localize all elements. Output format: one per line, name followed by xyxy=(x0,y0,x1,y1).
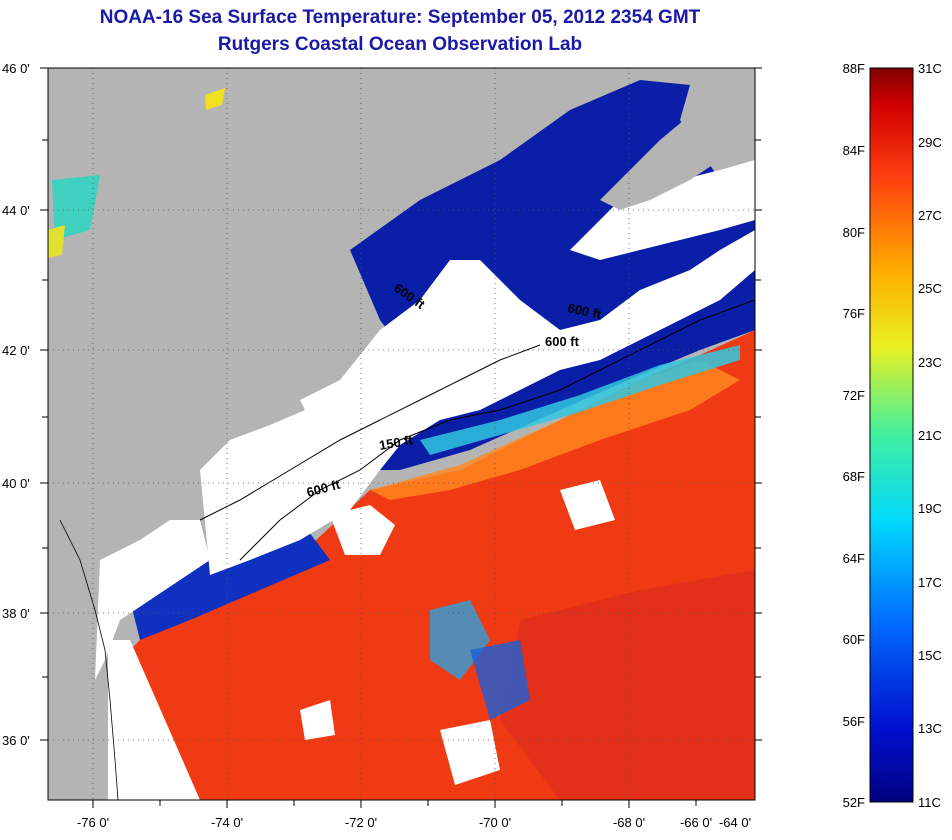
cloud-cover-offshore-1 xyxy=(330,505,395,555)
lat-lon-grid xyxy=(48,67,755,800)
lon-label: -74 0' xyxy=(211,815,243,830)
cloud-cover-coastal xyxy=(95,520,210,680)
landmass-long-island xyxy=(198,400,305,455)
lon-label: -70 0' xyxy=(479,815,511,830)
isobath-600ft xyxy=(239,299,755,561)
front-cyan-south-2 xyxy=(470,640,530,720)
lat-label: 42 0' xyxy=(2,343,30,358)
map-ticks xyxy=(40,67,762,808)
inland-lake-speckle-3 xyxy=(48,225,65,258)
colorbar-f-label: 60F xyxy=(843,632,865,647)
map-title: NOAA-16 Sea Surface Temperature: Septemb… xyxy=(99,7,701,28)
colorbar-c-label: 21C xyxy=(918,428,942,443)
colorbar-f-label: 56F xyxy=(843,714,865,729)
colorbar-c-label: 15C xyxy=(918,648,942,663)
colorbar-c-label: 27C xyxy=(918,208,942,223)
colorbar-c-label: 23C xyxy=(918,355,942,370)
lon-label: -66 0' xyxy=(680,815,712,830)
lon-label: -64 0' xyxy=(719,815,751,830)
colorbar-f-label: 84F xyxy=(843,143,865,158)
lon-label: -72 0' xyxy=(345,815,377,830)
cloud-cover-northeast xyxy=(570,160,755,260)
cold-water-nearshore xyxy=(130,520,330,640)
colorbar xyxy=(869,67,914,803)
sst-image xyxy=(48,68,755,800)
front-warm-band xyxy=(370,360,740,500)
landmass-nova-scotia xyxy=(600,100,755,210)
contour-label: 600 ft xyxy=(566,300,603,322)
lat-label: 38 0' xyxy=(2,606,30,621)
cloud-cover-offshore-3 xyxy=(560,480,615,530)
colorbar-c-label: 19C xyxy=(918,501,942,516)
colorbar-f-label: 80F xyxy=(843,225,865,240)
cloud-cover-offshore-2 xyxy=(440,720,500,785)
cloud-cover-central xyxy=(200,230,755,575)
inland-lake-speckle-2 xyxy=(52,175,100,240)
lon-label: -68 0' xyxy=(613,815,645,830)
colorbar-f-label: 76F xyxy=(843,306,865,321)
colorbar-f-label: 64F xyxy=(843,551,865,566)
contour-label: 150 ft xyxy=(378,432,415,453)
lat-label: 46 0' xyxy=(2,61,30,76)
front-cyan-band xyxy=(420,345,740,455)
colorbar-f-label: 68F xyxy=(843,469,865,484)
map-frame xyxy=(47,67,756,801)
colorbar-c-label: 17C xyxy=(918,575,942,590)
lat-label: 40 0' xyxy=(2,476,30,491)
colorbar-c-label: 31C xyxy=(918,61,942,76)
colorbar-c-label: 11C xyxy=(918,795,941,810)
coastline-outline xyxy=(59,519,119,800)
lon-label: -76 0' xyxy=(77,815,109,830)
no-data-swath-edge xyxy=(108,640,200,800)
colorbar-f-label: 88F xyxy=(843,61,865,76)
inland-lake-speckle xyxy=(205,88,225,110)
map-subtitle: Rutgers Coastal Ocean Observation Lab xyxy=(217,34,583,55)
lat-label: 36 0' xyxy=(2,733,30,748)
colorbar-f-label: 52F xyxy=(843,795,865,810)
warm-water-deep-region xyxy=(500,570,755,800)
lat-label: 44 0' xyxy=(2,203,30,218)
colorbar-c-label: 13C xyxy=(918,721,942,736)
colorbar-c-label: 29C xyxy=(918,135,942,150)
cloud-cover-offshore-4 xyxy=(300,700,335,740)
contour-label: 600 ft xyxy=(545,334,580,349)
colorbar-c-label: 25C xyxy=(918,281,942,296)
isobath-150ft xyxy=(199,344,541,521)
colorbar-f-label: 72F xyxy=(843,388,865,403)
